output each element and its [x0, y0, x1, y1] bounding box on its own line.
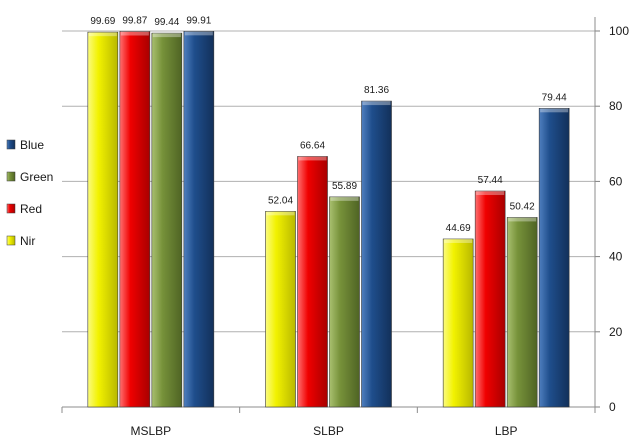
data-label: 99.87: [122, 15, 147, 26]
x-category-label: LBP: [495, 424, 518, 438]
legend-label-green: Green: [20, 170, 53, 184]
bar-blue-slbp: [361, 100, 392, 408]
legend-swatch-red: [6, 203, 16, 214]
bar-nir-slbp: [265, 211, 296, 408]
bar-red-mslbp: [119, 31, 151, 408]
bar-green-mslbp: [151, 32, 183, 408]
axes: [61, 17, 600, 413]
data-label: 66.64: [300, 140, 325, 151]
legend-swatch-blue: [6, 139, 16, 150]
bar-bevel: [476, 191, 505, 196]
bar-green-lbp: [506, 217, 538, 408]
x-category-label: MSLBP: [130, 424, 171, 438]
x-category-label: SLBP: [313, 424, 344, 438]
legend-label-red: Red: [20, 202, 42, 216]
data-label: 99.91: [186, 15, 211, 26]
legend-swatch-green: [6, 171, 16, 182]
data-label: 81.36: [364, 85, 389, 96]
data-label: 44.69: [446, 223, 471, 234]
gridlines: [62, 30, 595, 333]
y-tick-label: 40: [609, 250, 623, 264]
bar-bevel: [444, 238, 473, 243]
bar-bevel: [330, 196, 359, 201]
legend-swatch-nir: [6, 235, 16, 246]
data-label: 55.89: [332, 181, 357, 192]
legend-label-nir: Nir: [20, 234, 35, 248]
data-label: 99.69: [90, 16, 115, 27]
bar-bevel: [120, 31, 149, 36]
bar-nir-lbp: [442, 238, 474, 408]
y-tick-label: 100: [609, 24, 629, 38]
y-tick-label: 60: [609, 174, 623, 188]
bar-blue-lbp: [538, 108, 570, 408]
bars: [87, 31, 570, 408]
bar-bevel: [152, 33, 181, 38]
data-label: 79.44: [542, 92, 567, 103]
y-tick-labels: 0 20 40 60 80 100: [609, 24, 629, 414]
bar-bevel: [540, 108, 569, 113]
legend-label-blue: Blue: [20, 138, 44, 152]
bar-red-lbp: [474, 190, 506, 408]
y-tick-label: 0: [609, 400, 616, 414]
bar-bevel: [508, 217, 537, 222]
bar-bevel: [362, 101, 391, 106]
bar-blue-mslbp: [183, 31, 215, 408]
legend: Blue Green Red Nir: [6, 138, 53, 248]
data-labels: 99.69 99.87 99.44 99.91 52.04 66.64 55.89 81.36…: [90, 15, 567, 234]
bar-bevel: [88, 32, 117, 37]
bar-red-slbp: [297, 156, 328, 408]
bar-green-slbp: [329, 196, 360, 408]
bar-bevel: [298, 156, 327, 161]
y-tick-label: 20: [609, 325, 623, 339]
data-label: 52.04: [268, 195, 293, 206]
data-label: 57.44: [478, 175, 503, 186]
bar-bevel: [266, 211, 295, 216]
x-category-labels: MSLBP SLBP LBP: [130, 424, 517, 438]
bar-nir-mslbp: [87, 31, 119, 408]
data-label: 99.44: [154, 17, 179, 28]
data-label: 50.42: [510, 201, 535, 212]
bar-bevel: [184, 31, 213, 36]
y-tick-label: 80: [609, 99, 623, 113]
